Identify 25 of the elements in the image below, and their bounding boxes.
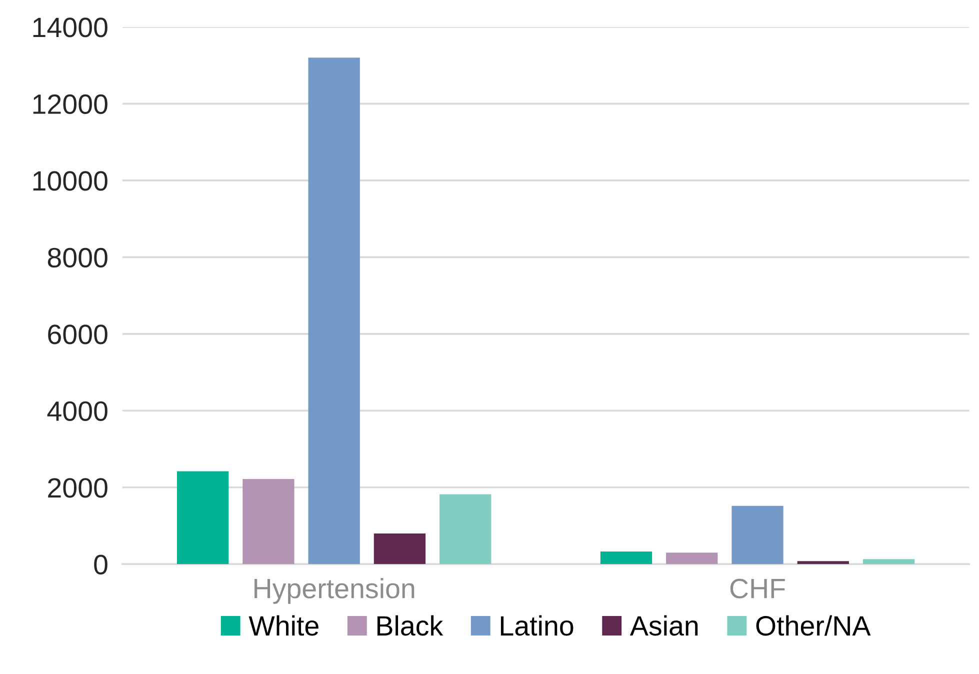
bar <box>797 561 849 564</box>
y-tick-label: 10000 <box>33 171 108 191</box>
y-tick-label: 4000 <box>47 401 108 421</box>
legend-label: White <box>248 615 318 636</box>
y-tick-label: 2000 <box>48 478 108 498</box>
bar <box>732 506 784 564</box>
y-tick-label: 14000 <box>33 18 108 38</box>
x-tick-label: CHF <box>730 578 785 598</box>
bar <box>440 494 492 564</box>
y-tick-label: 8000 <box>48 248 108 268</box>
legend-label: Other/NA <box>756 615 871 636</box>
bar <box>862 559 915 564</box>
bar <box>374 533 426 564</box>
legend-label: Latino <box>500 615 574 636</box>
bar <box>242 478 294 564</box>
x-tick-label: Hypertension <box>254 578 414 604</box>
bar <box>176 471 229 564</box>
legend-label: Asian <box>630 615 698 636</box>
y-tick-label: 12000 <box>33 94 108 114</box>
bar <box>600 551 652 564</box>
legend-label: Black <box>377 615 444 636</box>
y-tick-label: 6000 <box>48 324 108 344</box>
y-tick-label: 0 <box>94 554 108 574</box>
bar <box>308 58 360 564</box>
bar <box>666 552 718 564</box>
